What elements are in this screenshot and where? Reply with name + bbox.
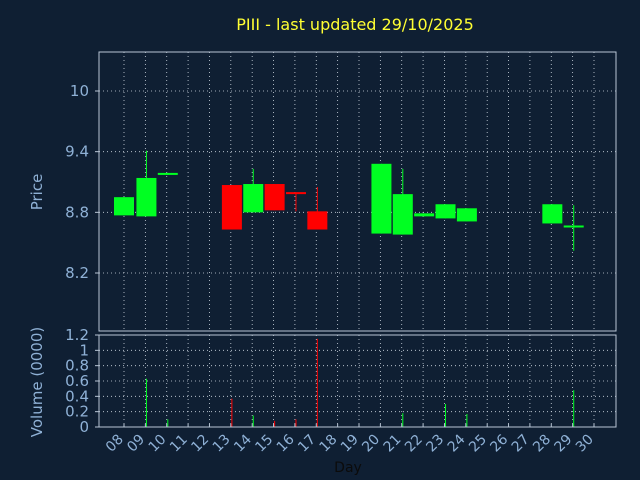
chart-title: PIII - last updated 29/10/2025 — [236, 15, 474, 34]
candle-body — [542, 204, 563, 224]
candle-body — [371, 163, 392, 234]
volume-panel: 00.20.40.60.811.2 Volume (0000) — [28, 326, 617, 437]
price-y-ticks: 8.2 8.8 9.4 10 — [65, 82, 99, 282]
price-grid — [99, 52, 616, 331]
volume-tick-label: 0.4 — [65, 387, 89, 405]
candle-body — [264, 184, 285, 211]
price-tick-label: 8.2 — [65, 264, 89, 282]
candle-body — [307, 211, 328, 230]
price-frame — [98, 51, 617, 332]
volume-axis-label: Volume (0000) — [28, 327, 46, 437]
volume-tick-label: 1.2 — [65, 326, 89, 344]
volume-y-ticks: 00.20.40.60.811.2 — [65, 326, 99, 436]
candle-body — [435, 204, 456, 219]
volume-tick-label: 0.8 — [65, 357, 89, 375]
price-tick-label: 8.8 — [65, 203, 89, 221]
price-panel: 8.2 8.8 9.4 10 Price — [28, 51, 617, 332]
candle-body — [285, 192, 306, 195]
volume-tick-label: 0.2 — [65, 403, 89, 421]
candle-body — [392, 194, 413, 235]
candle-body — [243, 184, 264, 213]
price-tick-label: 10 — [70, 82, 89, 100]
volume-bars — [145, 338, 575, 427]
price-candles — [114, 150, 584, 251]
volume-frame — [98, 334, 617, 428]
volume-grid — [99, 335, 616, 427]
volume-tick-label: 0 — [79, 418, 89, 436]
candle-body — [414, 213, 435, 217]
candle-body — [114, 197, 134, 216]
price-tick-label: 9.4 — [65, 143, 89, 161]
candle-body — [136, 177, 157, 217]
price-axis-label: Price — [28, 174, 46, 211]
candle-body — [157, 172, 178, 175]
candle-body — [221, 185, 242, 230]
candle-body — [456, 208, 477, 222]
volume-tick-label: 0.6 — [65, 372, 89, 390]
x-axis-label: Day — [334, 460, 362, 476]
volume-tick-label: 1 — [79, 341, 89, 359]
candle-body — [563, 225, 584, 228]
